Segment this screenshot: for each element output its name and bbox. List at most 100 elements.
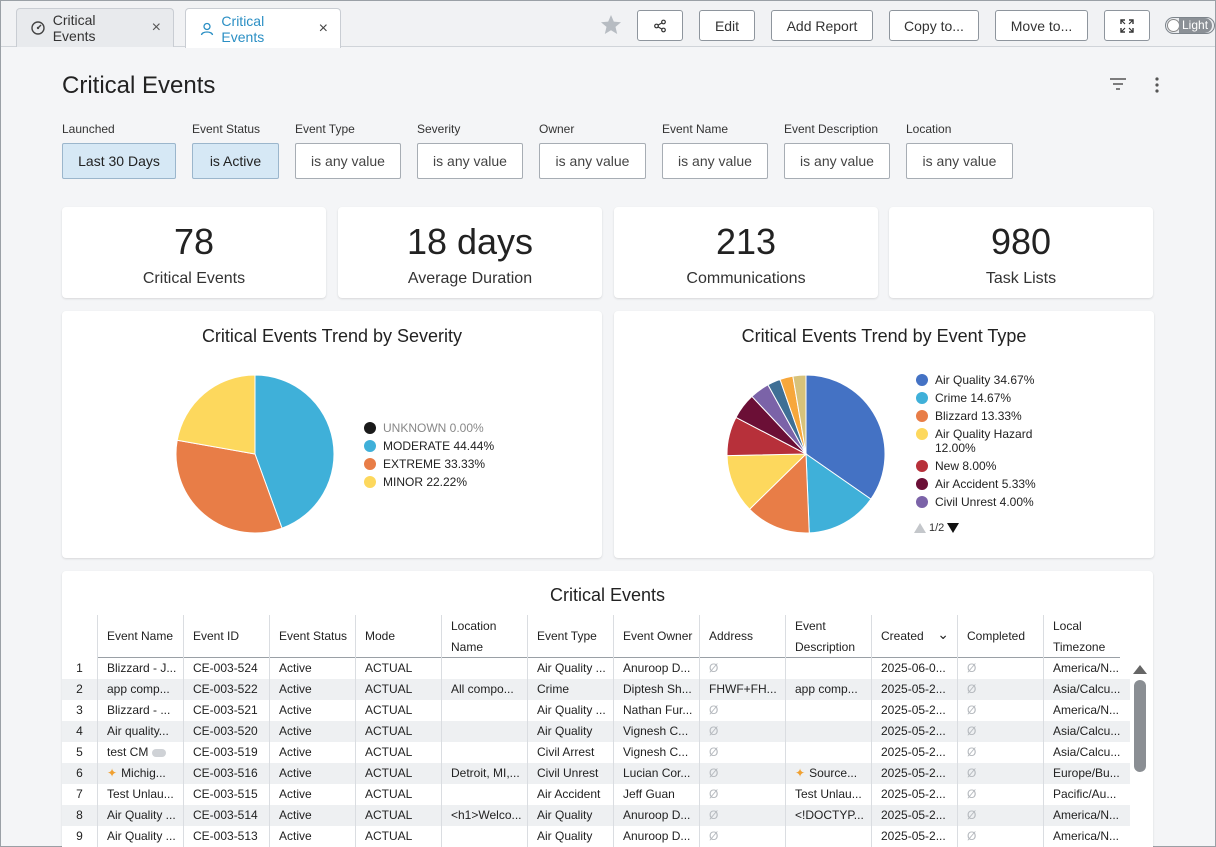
legend-pager: 1/2 [914,522,960,534]
filter-label: Event Status [192,122,261,136]
column-header-completed[interactable]: Completed [957,615,1043,658]
filter-owner-button[interactable]: is any value [539,143,646,179]
filter-event-status-button[interactable]: is Active [192,143,279,179]
table-cell-event-name: app comp... [97,679,183,700]
legend-item[interactable]: UNKNOWN 0.00% [364,421,494,435]
star-icon[interactable] [599,13,623,37]
legend-item[interactable]: Civil Unrest 4.00% [916,495,1046,509]
column-header-location-name[interactable]: Location Name [441,615,527,658]
table-cell-event-type: Air Quality [527,721,613,742]
table-cell-event-owner: Jeff Guan [613,784,699,805]
table-cell-event-description [785,742,871,763]
filter-location-button[interactable]: is any value [906,143,1013,179]
vertical-scrollbar[interactable] [1133,662,1147,847]
table-cell-event-description [785,826,871,847]
legend-dot [916,460,928,472]
edit-button[interactable]: Edit [699,10,755,41]
pie-slice-minor[interactable] [176,374,256,455]
table-row[interactable]: 4 Air quality... CE-003-520 Active ACTUAL Air… [62,721,1130,742]
table-row[interactable]: 5 test CM CE-003-519 Active ACTUAL Civil Arre… [62,742,1130,763]
table-row[interactable]: 8 Air Quality ... CE-003-514 Active ACTUAL <h… [62,805,1130,826]
more-options-icon[interactable] [1151,76,1163,94]
legend-item[interactable]: Blizzard 13.33% [916,409,1046,423]
table-cell-event-id: CE-003-520 [183,721,269,742]
theme-toggle[interactable]: Light [1165,17,1215,34]
table-cell-event-name: Blizzard - J... [97,658,183,679]
column-header-created[interactable]: Created ⌄ [871,615,957,658]
filter-event-name-button[interactable]: is any value [662,143,768,179]
kpi-task-lists[interactable]: 980 Task Lists [889,207,1153,298]
filter-icon[interactable] [1109,77,1127,91]
legend-item[interactable]: MODERATE 44.44% [364,439,494,453]
tab-critical-events-dashboard[interactable]: Critical Events × [16,8,174,47]
copy-to-button[interactable]: Copy to... [889,10,979,41]
legend-item[interactable]: MINOR 22.22% [364,475,494,489]
filter-label: Launched [62,122,115,136]
pie-slice-air-quality[interactable] [805,374,886,500]
column-header-address[interactable]: Address [699,615,785,658]
filter-event-description-button[interactable]: is any value [784,143,890,179]
column-header-local-timezone[interactable]: Local Timezone [1043,615,1120,658]
table-cell-event-description [785,700,871,721]
scrollbar-thumb[interactable] [1134,680,1146,772]
pager-up-icon[interactable] [914,523,926,533]
legend-item[interactable]: Air Accident 5.33% [916,477,1046,491]
legend-item[interactable]: Crime 14.67% [916,391,1046,405]
event-type-legend: Air Quality 34.67% Crime 14.67% Blizzard 1… [916,373,1046,513]
sort-desc-icon[interactable]: ⌄ [937,626,949,642]
legend-item[interactable]: EXTREME 33.33% [364,457,494,471]
column-header-event-status[interactable]: Event Status [269,615,355,658]
add-report-button[interactable]: Add Report [771,10,873,41]
table-cell-event-id: CE-003-521 [183,700,269,721]
kpi-average-duration[interactable]: 18 days Average Duration [338,207,602,298]
table-row[interactable]: 1 Blizzard - J... CE-003-524 Active ACTUAL Ai… [62,658,1130,679]
event-type-pie-chart[interactable] [725,373,887,535]
table-cell-completed: Ø [957,826,1043,847]
kpi-communications[interactable]: 213 Communications [614,207,878,298]
legend-item[interactable]: Air Quality Hazard 12.00% [916,427,1046,455]
move-to-button[interactable]: Move to... [995,10,1088,41]
pager-down-icon[interactable] [947,523,960,533]
legend-item[interactable]: New 8.00% [916,459,1046,473]
filter-severity-button[interactable]: is any value [417,143,523,179]
pie-slice-other-9[interactable] [792,374,807,455]
column-header-event-id[interactable]: Event ID [183,615,269,658]
table-row[interactable]: 7 Test Unlau... CE-003-515 Active ACTUAL Air … [62,784,1130,805]
pie-slice-moderate[interactable] [254,374,335,529]
more-text-icon[interactable] [152,748,167,757]
table-row[interactable]: 2 app comp... CE-003-522 Active ACTUAL All co… [62,679,1130,700]
close-icon[interactable]: × [151,19,161,36]
close-icon[interactable]: × [318,19,328,37]
filter-launched-button[interactable]: Last 30 Days [62,143,176,179]
table-row[interactable]: 3 Blizzard - ... CE-003-521 Active ACTUAL Air… [62,700,1130,721]
share-button[interactable] [637,10,683,41]
table-cell-local-timezone: America/N... [1043,658,1120,679]
kpi-critical-events[interactable]: 78 Critical Events [62,207,326,298]
severity-pie-chart[interactable] [174,373,336,535]
column-header-event-owner[interactable]: Event Owner [613,615,699,658]
column-header-label: Event Description [795,618,856,654]
fullscreen-button[interactable] [1104,10,1150,41]
pie-slice-air-quality-hazard[interactable] [726,453,808,510]
table-cell-created: 2025-05-2... [871,679,957,700]
pie-slice-extreme[interactable] [175,439,283,534]
legend-dot [916,392,928,404]
table-title: Critical Events [549,585,666,605]
column-header-event-type[interactable]: Event Type [527,615,613,658]
table-row[interactable]: 9 Air Quality ... CE-003-513 Active ACTUAL Ai… [62,826,1130,847]
filter-event-type-button[interactable]: is any value [295,143,401,179]
filter-owner: Owner is any value [539,122,646,179]
table-cell-event-type: Civil Arrest [527,742,613,763]
column-header-event-name[interactable]: Event Name [97,615,183,658]
table-cell-completed: Ø [957,721,1043,742]
column-header-mode[interactable]: Mode [355,615,441,658]
legend-dot [916,410,928,422]
column-header-event-description[interactable]: Event Description [785,615,871,658]
scroll-up-icon[interactable] [1133,665,1147,674]
table-cell-local-timezone: America/N... [1043,826,1120,847]
tab-critical-events[interactable]: Critical Events × [185,8,341,48]
pie-slice-blizzard[interactable] [748,452,810,534]
legend-item[interactable]: Air Quality 34.67% [916,373,1046,387]
table-row[interactable]: 6 ✦ Michig... CE-003-516 Active ACTUAL Detroit… [62,763,1130,784]
pie-slice-crime[interactable] [805,453,872,534]
